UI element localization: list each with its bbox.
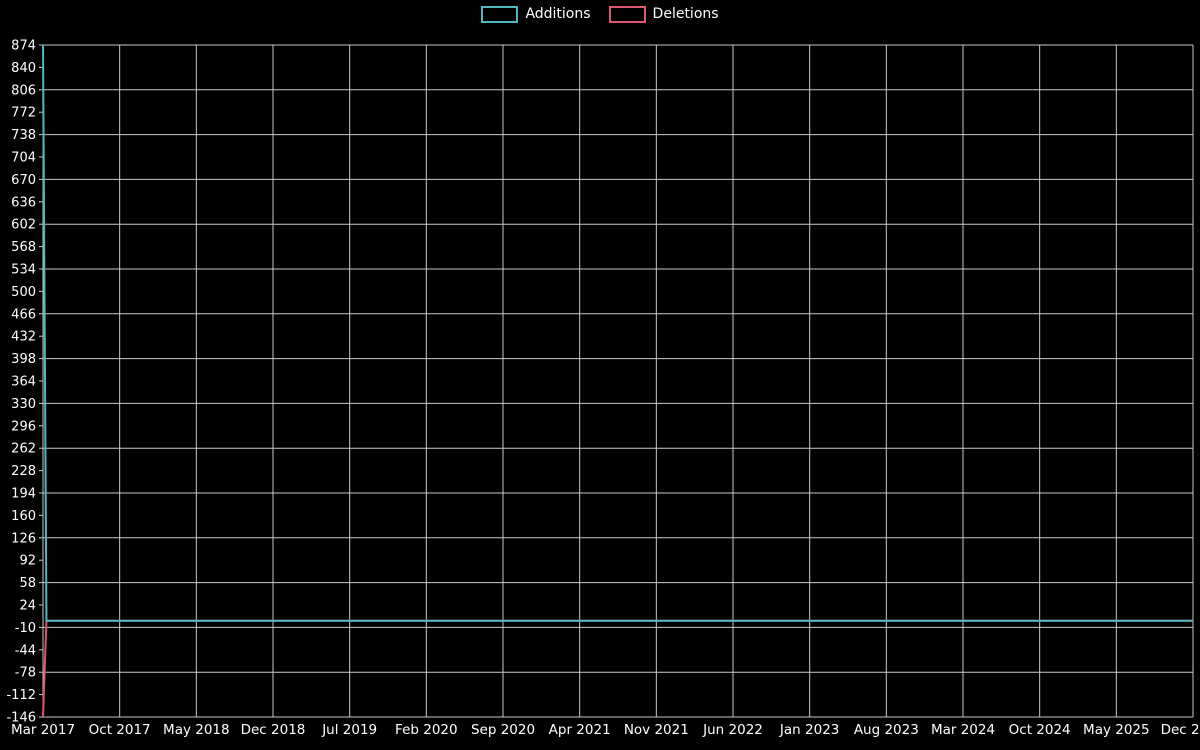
svg-text:364: 364 bbox=[11, 375, 36, 390]
svg-text:May 2018: May 2018 bbox=[163, 722, 230, 738]
svg-text:Jun 2022: Jun 2022 bbox=[702, 722, 763, 738]
svg-text:May 2025: May 2025 bbox=[1083, 722, 1150, 738]
svg-text:Feb 2020: Feb 2020 bbox=[395, 722, 458, 738]
svg-text:-146: -146 bbox=[6, 711, 36, 726]
svg-text:-112: -112 bbox=[6, 688, 36, 703]
svg-text:Oct 2024: Oct 2024 bbox=[1009, 722, 1071, 738]
svg-text:-78: -78 bbox=[15, 666, 36, 681]
svg-text:228: 228 bbox=[11, 464, 36, 479]
svg-text:-44: -44 bbox=[15, 643, 36, 658]
svg-text:Mar 2024: Mar 2024 bbox=[931, 722, 995, 738]
deletions-swatch-icon bbox=[608, 6, 646, 23]
svg-text:466: 466 bbox=[11, 307, 36, 322]
svg-text:24: 24 bbox=[19, 599, 36, 614]
svg-text:Jan 2023: Jan 2023 bbox=[779, 722, 839, 738]
svg-text:Mar 2017: Mar 2017 bbox=[11, 722, 75, 738]
svg-text:58: 58 bbox=[19, 576, 36, 591]
svg-text:806: 806 bbox=[11, 83, 36, 98]
svg-text:738: 738 bbox=[11, 128, 36, 143]
svg-text:Jul 2019: Jul 2019 bbox=[321, 722, 377, 738]
svg-text:Dec 2018: Dec 2018 bbox=[241, 722, 306, 738]
svg-text:126: 126 bbox=[11, 531, 36, 546]
legend-label-additions: Additions bbox=[525, 6, 591, 22]
svg-text:194: 194 bbox=[11, 487, 36, 502]
svg-text:432: 432 bbox=[11, 330, 36, 345]
svg-text:398: 398 bbox=[11, 352, 36, 367]
svg-text:602: 602 bbox=[11, 218, 36, 233]
svg-text:296: 296 bbox=[11, 419, 36, 434]
svg-text:Aug 2023: Aug 2023 bbox=[854, 722, 919, 738]
chart-legend: Additions Deletions bbox=[0, 6, 1200, 23]
svg-text:840: 840 bbox=[11, 61, 36, 76]
legend-label-deletions: Deletions bbox=[652, 6, 719, 22]
svg-text:874: 874 bbox=[11, 39, 36, 54]
svg-text:670: 670 bbox=[11, 173, 36, 188]
svg-text:636: 636 bbox=[11, 195, 36, 210]
svg-text:Nov 2021: Nov 2021 bbox=[624, 722, 689, 738]
svg-text:Sep 2020: Sep 2020 bbox=[471, 722, 535, 738]
svg-text:772: 772 bbox=[11, 106, 36, 121]
svg-text:160: 160 bbox=[11, 509, 36, 524]
svg-text:262: 262 bbox=[11, 442, 36, 457]
svg-text:Dec 2025: Dec 2025 bbox=[1161, 722, 1200, 738]
svg-text:Oct 2017: Oct 2017 bbox=[89, 722, 151, 738]
additions-swatch-icon bbox=[481, 6, 519, 23]
svg-text:534: 534 bbox=[11, 263, 36, 278]
legend-item-deletions[interactable]: Deletions bbox=[608, 6, 719, 23]
legend-item-additions[interactable]: Additions bbox=[481, 6, 591, 23]
svg-text:Apr 2021: Apr 2021 bbox=[549, 722, 611, 738]
svg-text:330: 330 bbox=[11, 397, 36, 412]
svg-text:568: 568 bbox=[11, 240, 36, 255]
svg-text:704: 704 bbox=[11, 151, 36, 166]
svg-text:92: 92 bbox=[19, 554, 36, 569]
svg-text:-10: -10 bbox=[15, 621, 36, 636]
svg-text:500: 500 bbox=[11, 285, 36, 300]
